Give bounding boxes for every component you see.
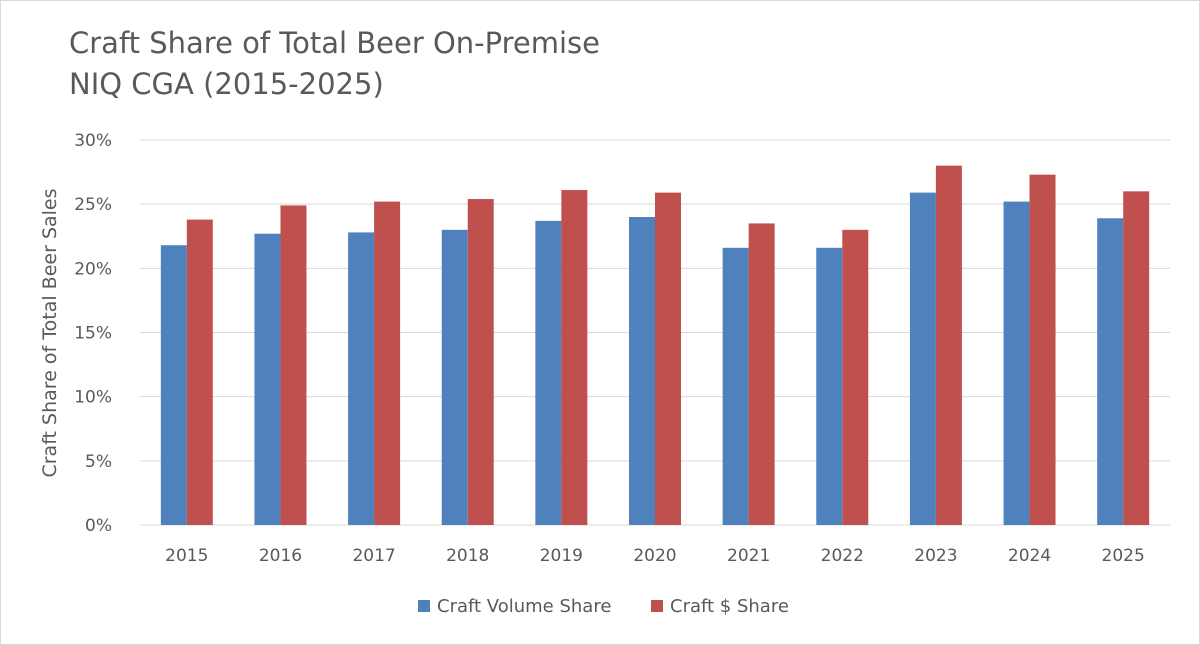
x-tick-label: 2015 <box>165 546 208 566</box>
bar-volume-share-2025 <box>1097 218 1124 526</box>
bar-dollar-share-2018 <box>467 199 494 526</box>
x-tick-label: 2019 <box>540 546 583 566</box>
y-tick-label: 5% <box>85 452 112 472</box>
bar-dollar-share-2023 <box>935 165 962 525</box>
bar-dollar-share-2019 <box>561 190 588 526</box>
bar-dollar-share-2021 <box>748 223 775 525</box>
bar-dollar-share-2024 <box>1029 174 1056 525</box>
x-axis-ticks: 2015 2016 2017 2018 2019 2020 2021 2022 2023 2024… <box>165 546 1145 566</box>
x-tick-label: 2021 <box>727 546 770 566</box>
y-tick-label: 25% <box>74 195 112 215</box>
y-tick-label: 0% <box>85 516 112 536</box>
legend-swatch-volume-share <box>418 600 430 612</box>
bar-volume-share-2018 <box>441 229 468 526</box>
bar-dollar-share-2017 <box>374 201 401 525</box>
bar-volume-share-2019 <box>535 220 562 525</box>
chart-subtitle: NIQ CGA (2015-2025) <box>69 67 384 101</box>
y-tick-label: 15% <box>74 324 112 344</box>
bar-volume-share-2017 <box>348 232 375 525</box>
bar-volume-share-2024 <box>1003 201 1030 525</box>
y-tick-label: 10% <box>74 388 112 408</box>
bar-dollar-share-2022 <box>842 229 869 526</box>
x-tick-label: 2018 <box>446 546 489 566</box>
legend-swatch-dollar-share <box>651 600 663 612</box>
bar-dollar-share-2016 <box>280 205 307 525</box>
bar-volume-share-2015 <box>160 245 187 525</box>
x-tick-label: 2024 <box>1008 546 1051 566</box>
x-tick-label: 2022 <box>821 546 864 566</box>
y-axis-label: Craft Share of Total Beer Sales <box>39 188 61 477</box>
x-tick-label: 2023 <box>914 546 957 566</box>
bars <box>160 165 1150 526</box>
x-tick-label: 2025 <box>1102 546 1145 566</box>
x-tick-label: 2017 <box>352 546 395 566</box>
legend-label-volume-share: Craft Volume Share <box>437 596 611 617</box>
y-tick-label: 20% <box>74 259 112 279</box>
chart-title-block: Craft Share of Total Beer On-Premise NIQ… <box>69 23 600 105</box>
bar-dollar-share-2015 <box>186 219 213 526</box>
bar-volume-share-2023 <box>909 192 936 525</box>
x-tick-label: 2020 <box>633 546 676 566</box>
bar-dollar-share-2025 <box>1123 191 1150 526</box>
chart-title: Craft Share of Total Beer On-Premise <box>69 26 601 60</box>
legend-label-dollar-share: Craft $ Share <box>670 596 789 617</box>
bar-volume-share-2021 <box>722 247 749 526</box>
bar-dollar-share-2020 <box>655 192 681 525</box>
legend: Craft Volume Share Craft $ Share <box>418 596 789 617</box>
bar-volume-share-2020 <box>629 217 655 525</box>
x-tick-label: 2016 <box>259 546 302 566</box>
y-axis-ticks: 0% 5% 10% 15% 20% 25% 30% <box>74 131 112 536</box>
y-tick-label: 30% <box>74 131 112 151</box>
bar-volume-share-2016 <box>254 233 281 525</box>
bar-volume-share-2022 <box>816 247 843 526</box>
